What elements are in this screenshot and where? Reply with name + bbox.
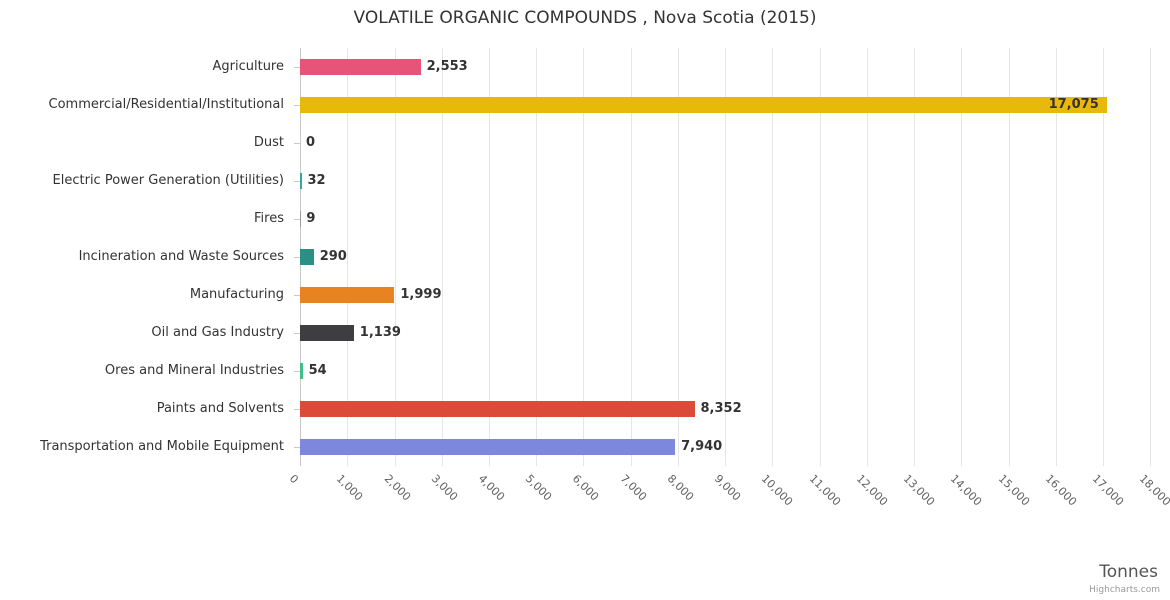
bar-manufacturing[interactable] (300, 287, 395, 303)
x-axis-title: Tonnes (1099, 562, 1158, 582)
gridline (441, 48, 443, 466)
gridline (630, 48, 632, 466)
value-label: 54 (308, 363, 327, 378)
value-label: 2,553 (426, 59, 468, 74)
gridline (772, 48, 774, 466)
category-label-manufacturing: Manufacturing (189, 287, 284, 302)
x-tick-label: 0 (286, 472, 301, 487)
bar-transportation-and-mobile-equipment[interactable] (300, 439, 676, 455)
chart-title: VOLATILE ORGANIC COMPOUNDS , Nova Scotia… (353, 8, 817, 28)
gridline (536, 48, 538, 466)
x-tick-label: 14,000 (948, 472, 985, 509)
y-axis-tick (294, 409, 300, 410)
x-tick-label: 5,000 (522, 472, 555, 504)
bar-paints-and-solvents[interactable] (300, 401, 695, 417)
category-label-commercial-residential-institutional: Commercial/Residential/Institutional (48, 97, 285, 112)
plot-area: 2,553 17,075 0 32 9 290 1,999 1,139 54 8,352 7,940 (300, 48, 1155, 466)
gridline (489, 48, 490, 466)
bar-electric-power-generation-utilities[interactable] (300, 173, 302, 189)
y-axis-tick (294, 333, 300, 334)
gridline (1055, 48, 1057, 466)
x-tick-label: 16,000 (1042, 472, 1080, 509)
value-label: 8,352 (700, 401, 742, 416)
value-label: 32 (307, 173, 326, 188)
y-axis-tick (294, 371, 300, 372)
gridline (677, 48, 679, 466)
y-axis-labels: Agriculture Commercial/Residential/Instit… (0, 48, 292, 466)
x-tick-label: 3,000 (428, 472, 460, 504)
value-label: 9 (306, 211, 316, 226)
gridline (347, 48, 349, 466)
y-axis-tick (294, 143, 300, 144)
highcharts-credit-link[interactable]: Highcharts.com (1089, 585, 1160, 595)
category-label-paints-and-solvents: Paints and Solvents (156, 401, 284, 416)
gridline (583, 48, 585, 466)
gridline (725, 48, 727, 466)
x-tick-label: 17,000 (1089, 472, 1127, 509)
x-tick-label: 1,000 (333, 472, 366, 504)
value-label: 0 (306, 135, 316, 150)
bar-commercial-residential-institutional[interactable] (300, 97, 1107, 113)
gridline (1008, 48, 1010, 466)
x-tick-label: 18,000 (1137, 472, 1170, 509)
x-tick-label: 10,000 (759, 472, 796, 509)
x-tick-label: 7,000 (617, 472, 649, 504)
category-label-dust: Dust (253, 135, 284, 150)
y-axis-tick (294, 219, 300, 220)
gridline (961, 48, 963, 466)
gridline (1103, 48, 1104, 466)
y-axis-tick (294, 181, 300, 182)
gridline (866, 48, 868, 466)
x-tick-label: 4,000 (475, 472, 508, 504)
category-label-incineration-and-waste-sources: Incineration and Waste Sources (78, 249, 284, 264)
category-label-transportation-and-mobile-equipment: Transportation and Mobile Equipment (40, 439, 284, 454)
x-tick-label: 13,000 (900, 472, 938, 509)
category-label-ores-and-mineral-industries: Ores and Mineral Industries (104, 363, 284, 378)
x-tick-label: 11,000 (806, 472, 843, 509)
x-tick-label: 2,000 (381, 472, 413, 504)
gridline (819, 48, 821, 466)
value-label: 7,940 (681, 439, 723, 454)
x-tick-label: 9,000 (711, 472, 744, 504)
bar-agriculture[interactable] (300, 59, 421, 75)
category-label-fires: Fires (254, 211, 284, 226)
y-axis-tick (294, 67, 300, 68)
value-label: 1,139 (359, 325, 401, 340)
gridline (1150, 48, 1152, 466)
category-label-electric-power-generation-utilities: Electric Power Generation (Utilities) (52, 173, 284, 188)
x-tick-label: 8,000 (664, 472, 697, 504)
x-tick-label: 12,000 (853, 472, 891, 509)
bar-ores-and-mineral-industries[interactable] (300, 363, 303, 379)
x-tick-label: 6,000 (570, 472, 602, 504)
value-label: 1,999 (400, 287, 442, 302)
bar-oil-and-gas-industry[interactable] (300, 325, 354, 341)
y-axis-tick (294, 105, 300, 106)
gridline (914, 48, 916, 466)
y-axis-tick (294, 447, 300, 448)
bar-incineration-and-waste-sources[interactable] (300, 249, 314, 265)
value-label: 17,075 (1048, 97, 1099, 112)
category-label-agriculture: Agriculture (212, 59, 285, 74)
x-tick-label: 15,000 (995, 472, 1032, 509)
category-label-oil-and-gas-industry: Oil and Gas Industry (151, 325, 284, 340)
y-axis-tick (294, 295, 300, 296)
y-axis-tick (294, 257, 300, 258)
value-label: 290 (319, 249, 347, 264)
gridline (394, 48, 396, 466)
